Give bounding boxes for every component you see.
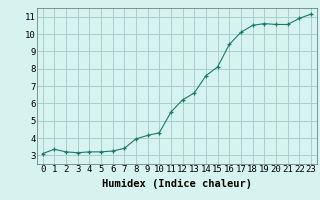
X-axis label: Humidex (Indice chaleur): Humidex (Indice chaleur) [102,179,252,189]
